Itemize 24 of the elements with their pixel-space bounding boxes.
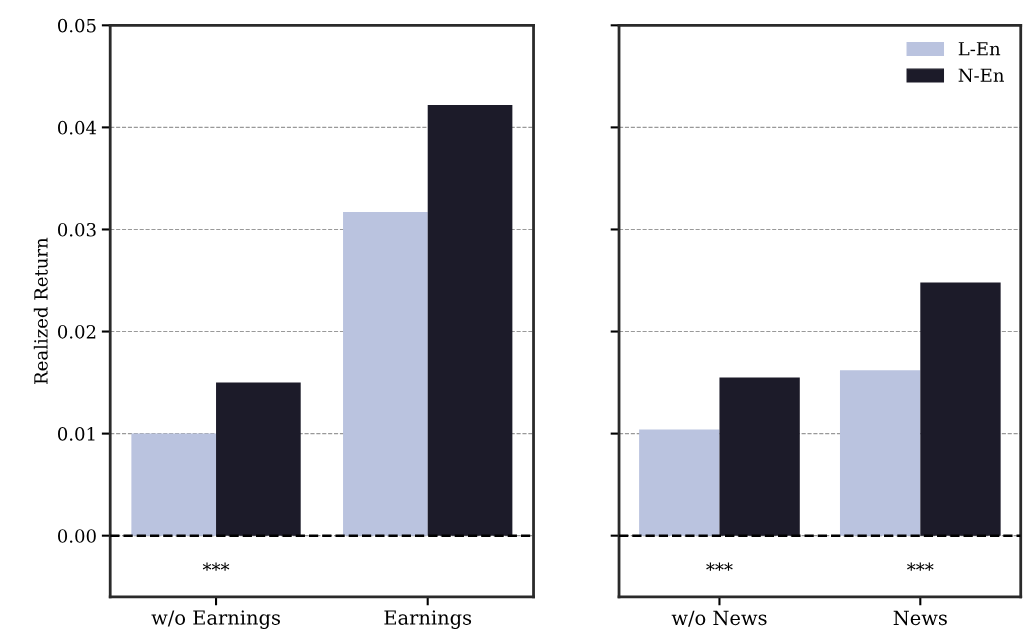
y-axis-title: Realized Return: [33, 237, 48, 384]
annotation: ***: [706, 562, 733, 571]
x-tick-label: Earnings: [384, 610, 472, 629]
bar: [639, 429, 720, 536]
bar: [839, 370, 921, 536]
y-tick-label: 0.00: [58, 529, 96, 543]
legend-label: L-En: [958, 42, 1001, 56]
y-tick-label: 0.02: [58, 324, 96, 339]
annotation: ***: [907, 562, 934, 571]
bar: [719, 377, 800, 536]
x-tick-label: w/o News: [671, 610, 767, 627]
y-tick-label: 0.04: [58, 120, 97, 135]
bar: [343, 212, 428, 536]
x-tick-label: News: [893, 610, 947, 626]
annotation: ***: [202, 562, 230, 571]
bar: [427, 104, 513, 536]
x-tick-label: w/o Earnings: [151, 610, 280, 629]
bar: [216, 382, 301, 536]
legend-label: N-En: [958, 68, 1004, 83]
y-tick-label: 0.03: [58, 222, 96, 237]
bar: [920, 282, 1001, 536]
y-tick-label: 0.01: [58, 427, 95, 441]
y-tick-label: 0.05: [58, 18, 96, 33]
bar: [131, 433, 217, 536]
